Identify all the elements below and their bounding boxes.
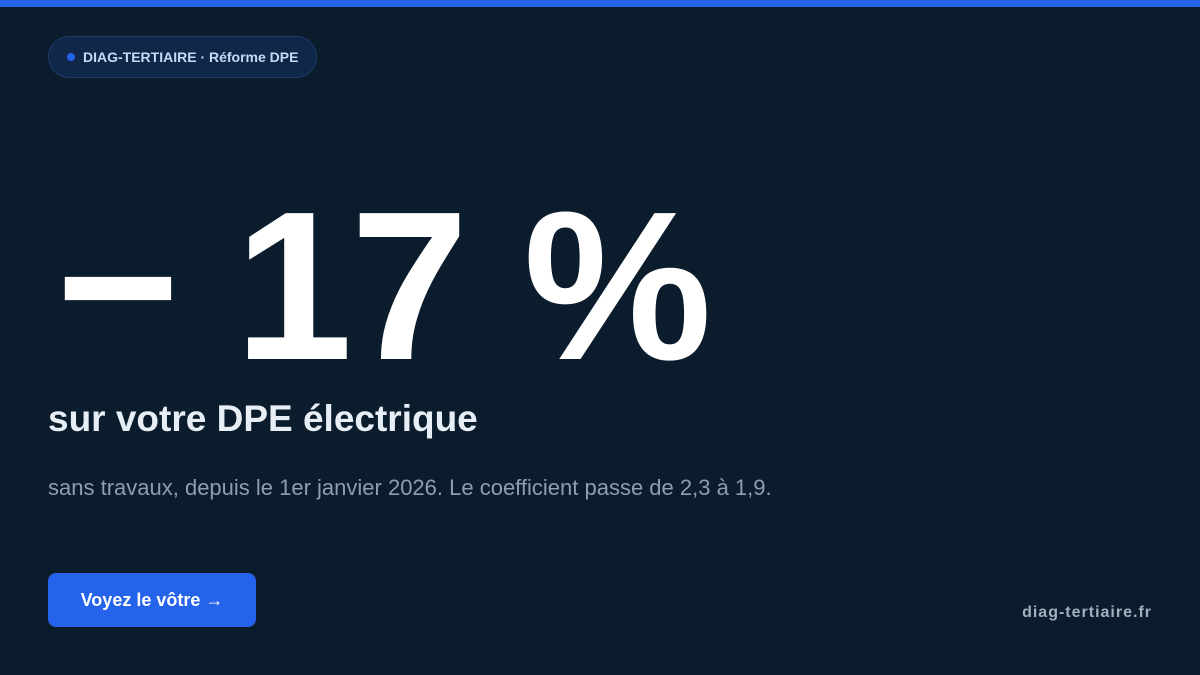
brand-badge: DIAG-TERTIAIRE · Réforme DPE xyxy=(48,36,318,78)
dot-icon xyxy=(67,53,75,61)
description: sans travaux, depuis le 1er janvier 2026… xyxy=(48,475,772,500)
badge-text: DIAG-TERTIAIRE · Réforme DPE xyxy=(83,49,299,65)
headline-figure: − 17 % xyxy=(56,167,712,404)
site-domain: diag-tertiaire.fr xyxy=(1022,604,1152,621)
headline-subtitle: sur votre DPE électrique xyxy=(48,398,478,439)
top-accent-bar xyxy=(0,0,1200,7)
cta-button[interactable]: Voyez le vôtre → xyxy=(48,573,256,627)
